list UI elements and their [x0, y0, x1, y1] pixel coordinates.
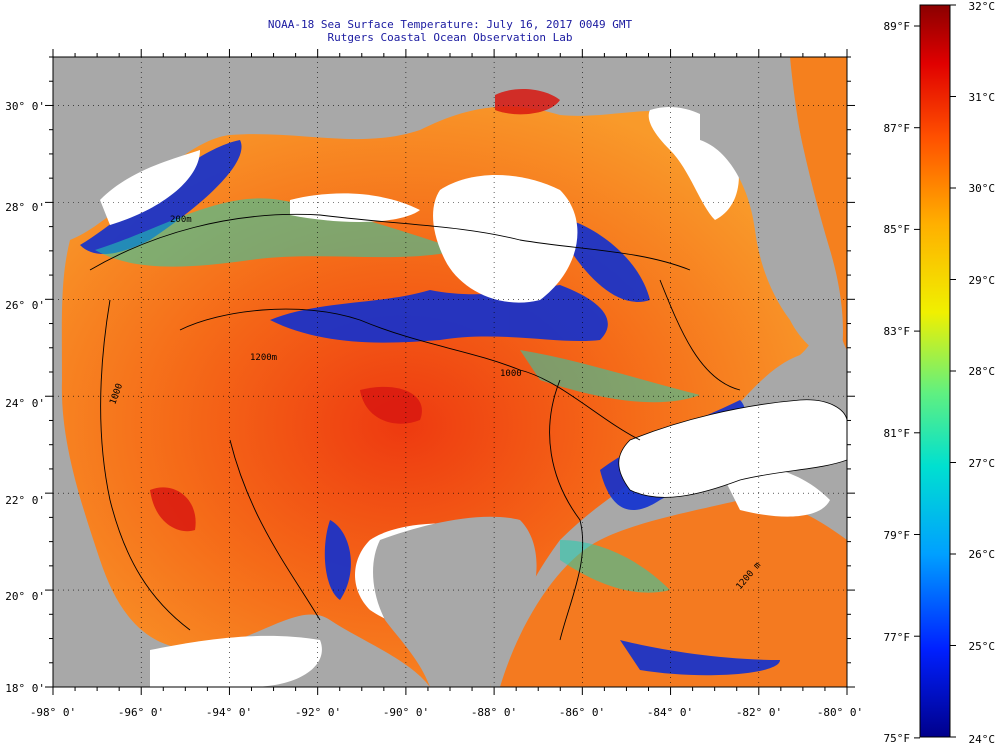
lat-label: 24° 0' — [5, 397, 45, 410]
lon-label: -84° 0' — [647, 706, 693, 719]
f-label: 79°F — [884, 529, 911, 542]
contour-label: 200m — [170, 215, 192, 225]
lon-label: -94° 0' — [206, 706, 252, 719]
contour-label: 1000 — [500, 369, 522, 379]
bathymetry-contours — [89, 213, 741, 641]
lat-label: 26° 0' — [5, 299, 45, 312]
lon-label: -86° 0' — [559, 706, 605, 719]
colorbar-gradient — [919, 4, 951, 738]
lon-label: -90° 0' — [383, 706, 429, 719]
celsius-labels: 32°C 31°C 30°C 29°C 28°C 27°C 26°C 25°C … — [969, 0, 996, 746]
lon-label: -92° 0' — [295, 706, 341, 719]
c-label: 25°C — [969, 640, 996, 653]
florida-land — [700, 80, 843, 360]
fahrenheit-labels: 89°F 87°F 85°F 83°F 81°F 79°F 77°F 75°F — [884, 20, 911, 745]
f-label: 75°F — [884, 732, 911, 745]
lat-label: 18° 0' — [5, 682, 45, 695]
lat-label: 30° 0' — [5, 100, 45, 113]
cuba-land — [618, 399, 847, 498]
axis-ticks — [45, 49, 855, 695]
c-label: 29°C — [969, 274, 996, 287]
f-label: 87°F — [884, 122, 911, 135]
f-label: 83°F — [884, 325, 911, 338]
colorbar: 89°F 87°F 85°F 83°F 81°F 79°F 77°F 75°F … — [884, 0, 996, 746]
contour-label: 1200m — [250, 353, 277, 363]
lon-label: -98° 0' — [30, 706, 76, 719]
c-label: 26°C — [969, 548, 996, 561]
f-label: 81°F — [884, 427, 911, 440]
latitude-labels: 30° 0' 28° 0' 26° 0' 24° 0' 22° 0' 20° 0… — [5, 100, 45, 695]
c-label: 31°C — [969, 91, 996, 104]
caribbean-water — [500, 499, 847, 687]
longitude-labels: -98° 0' -96° 0' -94° 0' -92° 0' -90° 0' … — [30, 706, 863, 719]
map-plot-area: 200m 1000 1200m 1000 1200 m — [53, 57, 847, 687]
lon-label: -88° 0' — [471, 706, 517, 719]
graticule — [53, 57, 847, 687]
lat-label: 28° 0' — [5, 201, 45, 214]
f-label: 85°F — [884, 223, 911, 236]
lon-label: -80° 0' — [817, 706, 863, 719]
lon-label: -82° 0' — [736, 706, 782, 719]
f-label: 77°F — [884, 631, 911, 644]
lat-label: 20° 0' — [5, 590, 45, 603]
map-title: NOAA-18 Sea Surface Temperature: July 16… — [267, 18, 633, 31]
yucatan-land — [373, 516, 537, 687]
c-label: 30°C — [969, 182, 996, 195]
lat-label: 22° 0' — [5, 494, 45, 507]
c-label: 32°C — [969, 0, 996, 13]
c-label: 27°C — [969, 457, 996, 470]
f-label: 89°F — [884, 20, 911, 33]
c-label: 24°C — [969, 733, 996, 746]
hot-spots — [150, 88, 560, 532]
transition-bands — [95, 198, 700, 593]
lon-label: -96° 0' — [118, 706, 164, 719]
c-label: 28°C — [969, 365, 996, 378]
map-subtitle: Rutgers Coastal Ocean Observation Lab — [327, 31, 573, 44]
